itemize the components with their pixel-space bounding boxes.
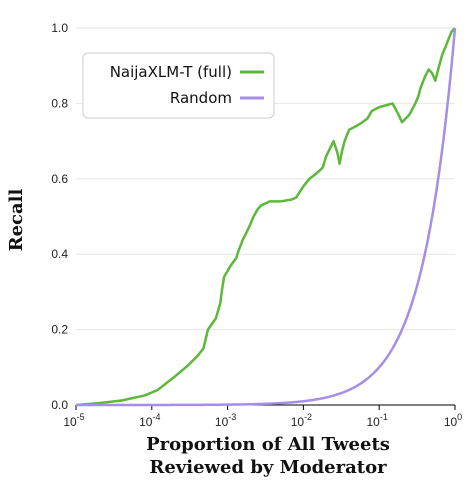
- y-tick-label: 1.0: [51, 21, 68, 35]
- x-tick-label: 10-1: [367, 412, 388, 429]
- y-axis-title: Recall: [6, 188, 27, 251]
- y-tick-label: 0.4: [51, 247, 68, 261]
- legend-label-random: Random: [170, 89, 232, 107]
- series-lines: [75, 27, 457, 407]
- x-tick-label: 10-2: [291, 412, 312, 429]
- y-tick-label: 0.8: [51, 96, 68, 110]
- x-tick-label: 10-4: [139, 412, 160, 429]
- y-tick-label: 0.2: [51, 323, 68, 337]
- x-tick-label: 100: [444, 412, 462, 429]
- x-tick-label: 10-3: [215, 412, 236, 429]
- x-axis-title-line1: Proportion of All Tweets: [146, 434, 390, 455]
- y-tick-label: 0.6: [51, 172, 68, 186]
- x-tick-label: 10-5: [63, 412, 84, 429]
- y-tick-labels: 0.0 0.2 0.4 0.6 0.8 1.0: [51, 21, 68, 412]
- x-tick-labels: 10-5 10-4 10-3 10-2 10-1 100: [63, 405, 462, 429]
- series-line-random: [76, 27, 457, 407]
- series-line-naijaxlm: [75, 27, 456, 407]
- y-tick-label: 0.0: [51, 398, 68, 412]
- legend-label-naijaxlm: NaijaXLM-T (full): [110, 63, 232, 81]
- x-axis-title-line2: Reviewed by Moderator: [149, 457, 387, 478]
- legend-box: [82, 52, 275, 119]
- legend: NaijaXLM-T (full) Random: [82, 52, 275, 119]
